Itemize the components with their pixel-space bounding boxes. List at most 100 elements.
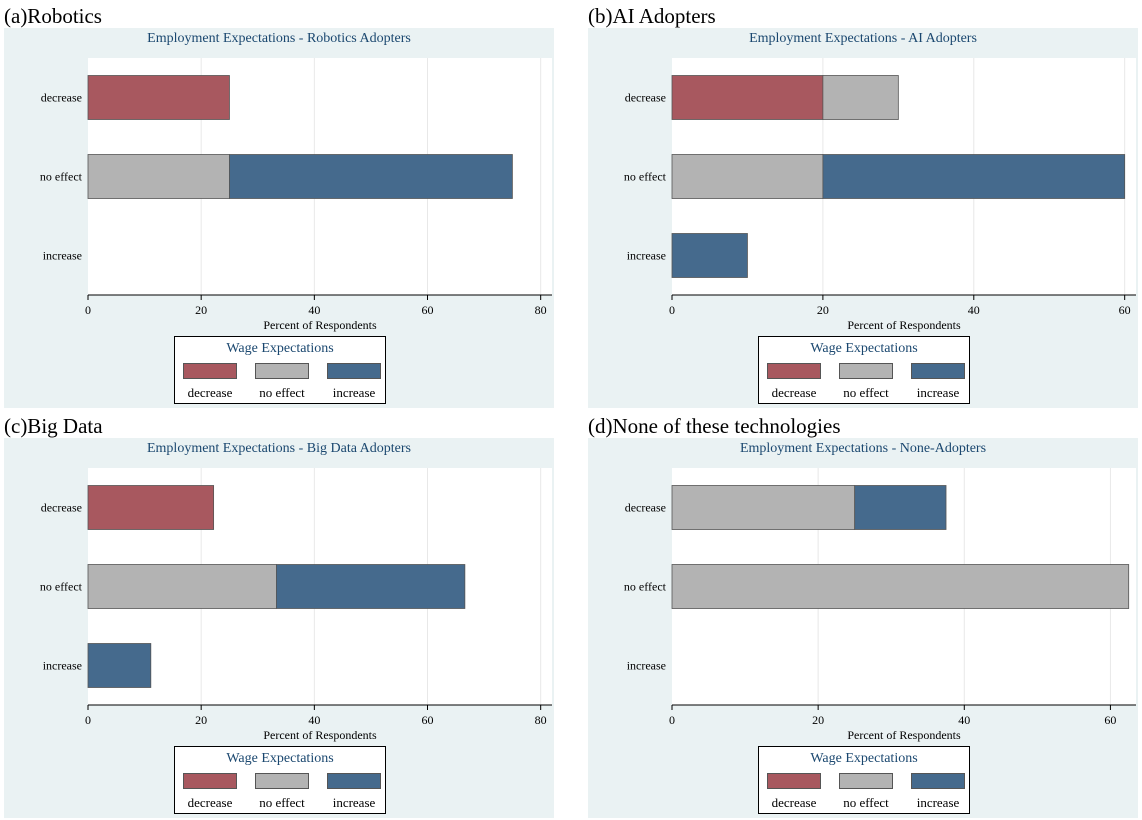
chart-title: Employment Expectations - Big Data Adopt… [146, 441, 411, 456]
legend-item-decrease: decrease [183, 363, 237, 401]
panel-label: (b)AI Adopters [588, 4, 716, 28]
chart-area: Employment Expectations - AI Adopters de… [588, 28, 1138, 408]
legend-item-increase: increase [911, 773, 965, 811]
x-tick-label: 80 [535, 303, 547, 317]
bar-no-effect [671, 485, 856, 530]
legend-label: increase [916, 385, 960, 400]
legend-item-decrease: decrease [767, 773, 821, 811]
y-tick-label: increase [43, 659, 82, 673]
legend-item-increase: increase [327, 773, 381, 811]
legend-label: increase [332, 795, 376, 810]
panel-robotics: (a)Robotics Employment Expectations - Ro… [4, 4, 554, 410]
chart-title: Employment Expectations - AI Adopters [749, 31, 977, 46]
y-tick-label: no effect [624, 170, 667, 184]
legend-swatch [767, 363, 821, 379]
y-tick-label: decrease [625, 501, 666, 515]
legend-title: Wage Expectations [226, 751, 334, 766]
x-tick-label: 0 [85, 303, 91, 317]
chart-title: Employment Expectations - None-Adopters [739, 441, 987, 456]
plot-svg: decrease no effect increase 0 20 40 60 80 Percen… [40, 58, 552, 332]
legend-item-decrease: decrease [183, 773, 237, 811]
legend-swatch [911, 773, 965, 789]
plot-svg: decrease no effect increase 0 20 40 60 80 Percen… [40, 468, 552, 742]
x-tick-label: 0 [669, 303, 675, 317]
y-tick-label: no effect [624, 580, 667, 594]
legend-item-increase: increase [327, 363, 381, 401]
legend-label: no effect [843, 385, 889, 400]
chart-area: Employment Expectations - Robotics Adopt… [4, 28, 554, 408]
bar-no-effect [87, 154, 230, 199]
bar-decrease [87, 485, 215, 530]
y-tick-label: increase [627, 659, 666, 673]
legend-label: no effect [259, 795, 305, 810]
bar-no-effect [822, 75, 899, 120]
legend-swatch [911, 363, 965, 379]
x-axis-label: Percent of Respondents [847, 318, 961, 332]
panel-big-data: (c)Big Data Employment Expectations - Bi… [4, 414, 554, 820]
bar-decrease [671, 75, 824, 120]
x-tick-label: 20 [195, 713, 207, 727]
bar-no-effect [671, 564, 1130, 609]
x-tick-label: 0 [669, 713, 675, 727]
plot-svg: decrease no effect increase 0 20 40 60 Percent … [624, 58, 1136, 332]
y-tick-label: no effect [40, 580, 83, 594]
legend-label: increase [916, 795, 960, 810]
legend-item-no-effect: no effect [839, 363, 893, 401]
panel-label: (d)None of these technologies [588, 414, 841, 438]
legend-item-no-effect: no effect [839, 773, 893, 811]
panel-ai-adopters: (b)AI Adopters Employment Expectations -… [588, 4, 1138, 410]
legend-swatch [327, 773, 381, 789]
bar-increase [854, 485, 947, 530]
y-tick-label: decrease [41, 501, 82, 515]
legend-swatch [327, 363, 381, 379]
bar-increase [87, 643, 152, 688]
x-tick-label: 20 [195, 303, 207, 317]
legend-title: Wage Expectations [226, 341, 334, 356]
x-tick-label: 20 [812, 713, 824, 727]
y-tick-label: decrease [625, 91, 666, 105]
legend-label: increase [332, 385, 376, 400]
legend-label: decrease [771, 385, 817, 400]
legend-title: Wage Expectations [810, 341, 918, 356]
x-axis-label: Percent of Respondents [263, 318, 377, 332]
legend-swatch [767, 773, 821, 789]
y-tick-label: decrease [41, 91, 82, 105]
bar-increase [276, 564, 466, 609]
legend-item-no-effect: no effect [255, 773, 309, 811]
x-tick-label: 20 [817, 303, 829, 317]
chart-title: Employment Expectations - Robotics Adopt… [147, 31, 411, 46]
x-tick-label: 60 [1104, 713, 1116, 727]
legend-swatch [255, 363, 309, 379]
bar-no-effect [87, 564, 277, 609]
legend-label: decrease [187, 795, 233, 810]
x-tick-label: 40 [958, 713, 970, 727]
panel-none-adopters: (d)None of these technologies Employment… [588, 414, 1138, 820]
x-tick-label: 40 [308, 713, 320, 727]
legend-swatch [255, 773, 309, 789]
legend-swatch [183, 773, 237, 789]
bar-no-effect [671, 154, 824, 199]
legend-label: decrease [771, 795, 817, 810]
legend-swatch [839, 773, 893, 789]
y-tick-label: increase [43, 249, 82, 263]
bar-increase [822, 154, 1126, 199]
legend-title: Wage Expectations [810, 751, 918, 766]
bar-decrease [87, 75, 230, 120]
x-axis-label: Percent of Respondents [847, 728, 961, 742]
legend: Wage Expectations decrease no effect increa… [174, 746, 386, 814]
x-tick-label: 60 [1119, 303, 1131, 317]
x-tick-label: 60 [422, 303, 434, 317]
x-tick-label: 0 [85, 713, 91, 727]
x-tick-label: 40 [968, 303, 980, 317]
legend-label: no effect [843, 795, 889, 810]
legend-item-no-effect: no effect [255, 363, 309, 401]
y-tick-label: increase [627, 249, 666, 263]
chart-area: Employment Expectations - None-Adopters … [588, 438, 1138, 818]
y-tick-label: no effect [40, 170, 83, 184]
bar-increase [671, 233, 748, 278]
legend: Wage Expectations decrease no effect increa… [174, 336, 386, 404]
x-tick-label: 40 [308, 303, 320, 317]
legend-label: decrease [187, 385, 233, 400]
panel-label: (a)Robotics [4, 4, 102, 28]
legend-item-decrease: decrease [767, 363, 821, 401]
